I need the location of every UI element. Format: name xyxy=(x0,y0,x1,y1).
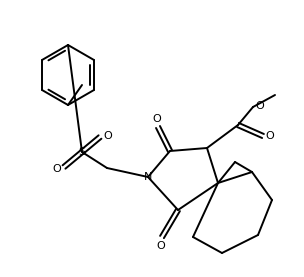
Text: O: O xyxy=(52,164,61,174)
Text: O: O xyxy=(157,241,165,251)
Text: N: N xyxy=(144,172,152,182)
Text: O: O xyxy=(265,131,274,141)
Text: O: O xyxy=(255,101,264,111)
Text: O: O xyxy=(153,114,161,124)
Text: O: O xyxy=(103,131,112,141)
Text: S: S xyxy=(78,147,85,157)
